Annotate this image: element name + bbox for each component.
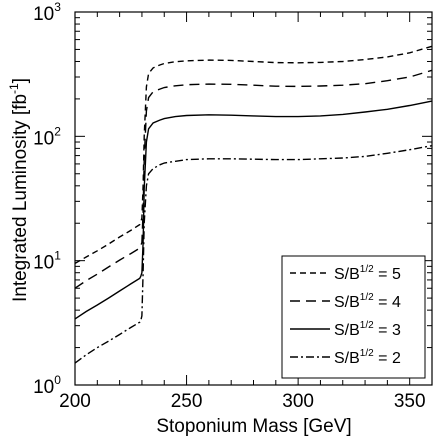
legend-label-value: = 4 [374, 294, 401, 311]
legend-label-base: S/B [334, 294, 360, 311]
y-axis-title-sup: -1 [7, 83, 21, 94]
legend-label-value: = 3 [374, 322, 401, 339]
y-tick-base: 10 [33, 128, 54, 149]
legend-label-value: = 5 [374, 266, 401, 283]
legend-label-4: S/B1/2 = 2 [334, 348, 401, 367]
series-line-4 [74, 145, 433, 364]
legend-label-sup: 1/2 [360, 264, 374, 275]
series-line-1 [74, 45, 433, 265]
y-tick-exponent: 0 [54, 373, 61, 387]
series-line-2 [74, 69, 433, 289]
legend-label-base: S/B [334, 266, 360, 283]
y-tick-base: 10 [33, 4, 54, 25]
y-tick-label: 102 [33, 124, 61, 149]
y-tick-base: 10 [33, 253, 54, 274]
y-tick-label: 101 [33, 249, 61, 274]
legend-label-sup: 1/2 [360, 320, 374, 331]
x-tick-labels: 200 250 300 350 [59, 391, 425, 412]
y-tick-exponent: 2 [54, 124, 61, 138]
y-axis-title-main: Integrated Luminosity [fb [10, 94, 31, 302]
legend-label-2: S/B1/2 = 4 [334, 292, 401, 311]
legend-label-sup: 1/2 [360, 292, 374, 303]
y-tick-label: 100 [33, 373, 61, 398]
series-line-3 [74, 100, 433, 320]
legend-label-value: = 2 [374, 350, 401, 367]
legend-label-1: S/B1/2 = 5 [334, 264, 401, 283]
legend-label-base: S/B [334, 350, 360, 367]
y-tick-base: 10 [33, 377, 54, 398]
y-tick-exponent: 1 [54, 249, 61, 263]
legend-label-base: S/B [334, 322, 360, 339]
legend: S/B1/2 = 5S/B1/2 = 4S/B1/2 = 3S/B1/2 = 2 [281, 255, 426, 379]
x-axis-title: Stoponium Mass [GeV] [156, 416, 351, 437]
x-tick-label: 250 [171, 391, 203, 412]
y-tick-exponent: 3 [54, 0, 61, 14]
legend-box [281, 255, 426, 379]
x-tick-label: 300 [282, 391, 314, 412]
y-axis-title-close: ] [10, 78, 31, 83]
y-tick-label: 103 [33, 0, 61, 25]
x-tick-label: 200 [59, 391, 91, 412]
y-axis-title: Integrated Luminosity [fb-1] [7, 78, 31, 302]
axis-ticks [74, 12, 433, 386]
series-lines [74, 45, 433, 364]
x-tick-label: 350 [394, 391, 426, 412]
legend-label-sup: 1/2 [360, 348, 374, 359]
legend-label-3: S/B1/2 = 3 [334, 320, 401, 339]
